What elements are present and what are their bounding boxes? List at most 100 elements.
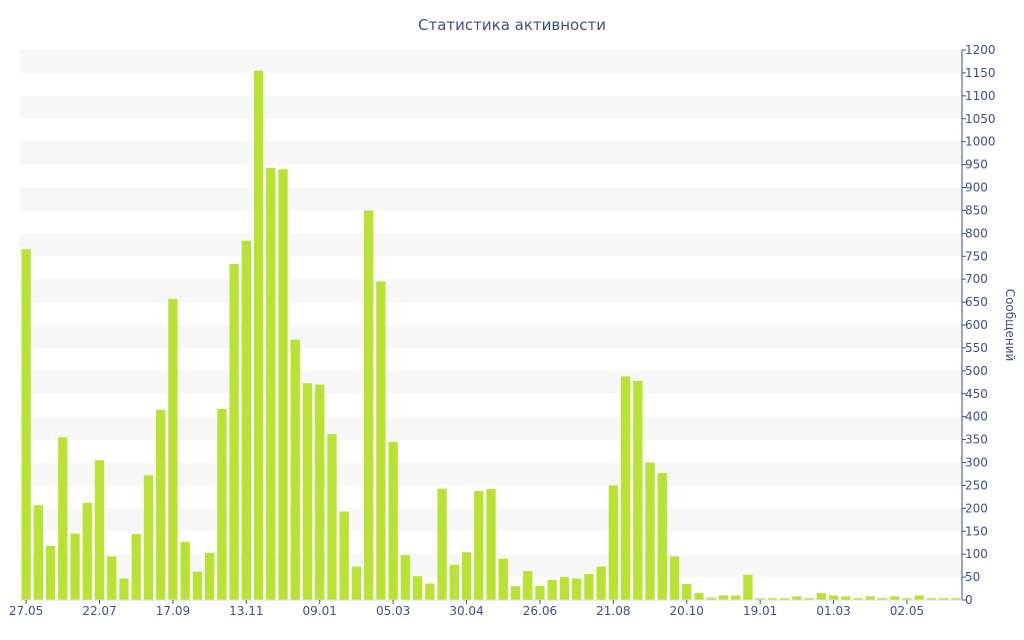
y-tick-label: 100 xyxy=(965,547,988,561)
grid-band xyxy=(20,279,962,303)
grid-band xyxy=(20,187,962,211)
x-tick-label: 05.03 xyxy=(376,604,410,618)
bar xyxy=(180,541,190,600)
bar xyxy=(510,586,521,600)
bar xyxy=(951,598,961,600)
bar xyxy=(217,408,227,601)
y-tick-label: 550 xyxy=(965,341,988,355)
bar xyxy=(682,583,692,600)
x-tick-label: 20.10 xyxy=(670,604,704,618)
bar xyxy=(743,574,753,600)
bar xyxy=(645,462,655,600)
bar-series xyxy=(21,70,961,601)
y-tick-label: 750 xyxy=(965,249,988,263)
bar xyxy=(535,585,545,600)
y-tick-label: 300 xyxy=(965,456,988,470)
grid-band xyxy=(20,95,962,119)
bar xyxy=(779,598,790,600)
bar xyxy=(890,596,900,600)
y-tick-label: 350 xyxy=(965,433,988,447)
bar xyxy=(584,573,594,601)
bar xyxy=(669,556,680,600)
bar xyxy=(70,533,80,600)
bar xyxy=(437,488,447,601)
bar xyxy=(939,598,949,600)
bar xyxy=(608,485,618,600)
y-tick-label: 450 xyxy=(965,387,988,401)
y-tick-label: 1200 xyxy=(965,43,996,57)
grid-band xyxy=(20,325,962,348)
bar xyxy=(315,384,325,600)
x-tick-label: 21.08 xyxy=(596,604,630,618)
bar xyxy=(253,70,264,601)
bar xyxy=(58,437,68,600)
bar xyxy=(388,441,398,601)
y-tick-label: 1100 xyxy=(965,89,996,103)
bar xyxy=(853,598,863,600)
y-tick-label: 200 xyxy=(965,501,988,515)
x-tick-label: 01.03 xyxy=(816,604,850,618)
bar xyxy=(449,564,459,600)
bar xyxy=(865,596,875,600)
y-tick-label: 150 xyxy=(965,524,988,538)
x-tick-label: 30.04 xyxy=(449,604,483,618)
bar xyxy=(547,579,557,600)
bar xyxy=(755,598,765,600)
y-tick-label: 900 xyxy=(965,181,988,195)
bar xyxy=(816,593,826,601)
bar xyxy=(33,505,43,601)
bar xyxy=(156,409,166,600)
y-tick-label: 0 xyxy=(965,593,973,607)
grid-band xyxy=(20,50,962,73)
y-axis-ticks: 0 50 100 150 200 250 300 350 400 450 500 550 600 650 7… xyxy=(962,43,996,607)
bar xyxy=(131,534,141,600)
bar xyxy=(657,473,667,600)
y-tick-label: 800 xyxy=(965,226,988,240)
bar xyxy=(706,597,716,600)
bar xyxy=(45,545,56,600)
bar xyxy=(229,264,239,600)
bar xyxy=(902,598,912,600)
bar xyxy=(204,552,215,600)
x-tick-label: 13.11 xyxy=(229,604,263,618)
bar xyxy=(119,578,129,600)
bar xyxy=(486,489,496,600)
x-tick-label: 09.01 xyxy=(303,604,337,618)
y-tick-label: 1000 xyxy=(965,135,996,149)
bar xyxy=(559,577,570,600)
bar xyxy=(339,511,349,600)
y-tick-label: 500 xyxy=(965,364,988,378)
bar xyxy=(804,598,814,600)
bar xyxy=(241,240,251,601)
bar xyxy=(914,595,924,600)
x-tick-label: 02.05 xyxy=(890,604,924,618)
bar xyxy=(841,596,851,600)
bar xyxy=(94,460,105,600)
y-tick-label: 600 xyxy=(965,318,988,332)
bar xyxy=(192,571,203,600)
bar xyxy=(400,555,411,600)
x-tick-label: 27.05 xyxy=(9,604,43,618)
bar xyxy=(474,490,484,600)
y-tick-label: 1150 xyxy=(965,66,996,80)
x-tick-label: 26.06 xyxy=(523,604,557,618)
x-axis-ticks: 27.05 22.07 17.09 13.11 09.01 05.03 30.04 26.06… xyxy=(9,599,962,618)
bar xyxy=(828,595,839,600)
bar xyxy=(168,298,178,601)
y-tick-label: 50 xyxy=(965,570,980,584)
bar xyxy=(596,566,606,600)
bar xyxy=(523,571,533,601)
grid-band xyxy=(20,370,962,394)
bar xyxy=(425,583,435,600)
bar xyxy=(21,249,31,601)
x-tick-label: 22.07 xyxy=(82,604,116,618)
bar xyxy=(633,380,643,600)
x-tick-label: 17.09 xyxy=(156,604,190,618)
bar xyxy=(694,593,704,601)
bar xyxy=(266,167,276,601)
bar xyxy=(571,578,582,600)
y-tick-label: 250 xyxy=(965,478,988,492)
bar xyxy=(278,169,288,601)
bar xyxy=(461,552,472,600)
